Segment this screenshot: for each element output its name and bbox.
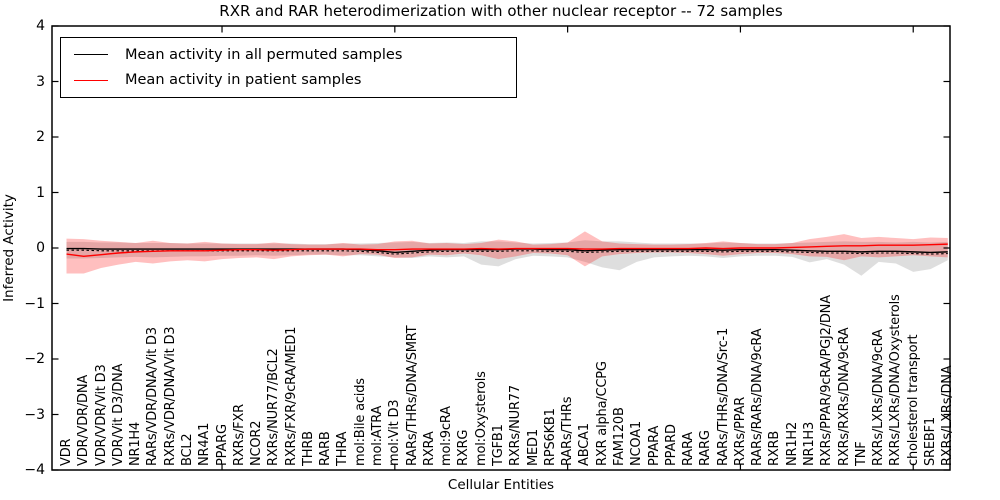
x-tick-label: RXRs/PPAR — [732, 396, 748, 466]
x-tick-label: RPS6KB1 — [542, 408, 558, 466]
line-Mean-activity-in-patient-samples — [66, 243, 948, 258]
x-tick-label: VDR — [59, 438, 74, 466]
x-tick-label: TNF — [853, 441, 869, 466]
x-tick-label: RARA — [681, 432, 697, 466]
x-tick-label: mol:9cRA — [439, 406, 455, 466]
x-tick-label: RXRB — [767, 430, 783, 466]
x-tick-label: MED1 — [525, 429, 541, 466]
x-tick-label: SREBF1 — [923, 417, 938, 466]
x-tick-label: VDR/VDR/Vit D3 — [93, 364, 109, 466]
lines-layer — [66, 243, 948, 258]
x-tick-label: PPARD — [663, 424, 679, 466]
x-tick-label: RXRA — [421, 431, 437, 466]
y-tick-label: −2 — [24, 351, 45, 367]
x-tick-label: RXRs/NUR77 — [508, 385, 524, 466]
x-tick-label: THRA — [335, 431, 351, 466]
y-tick-label: 4 — [36, 18, 45, 34]
legend-line-sample-black — [74, 54, 108, 56]
x-tick-label: NCOR2 — [249, 420, 265, 466]
x-tick-label: THRB — [300, 431, 316, 466]
x-tick-label: NR4A1 — [197, 422, 213, 466]
x-tick-label: mol:ATRA — [370, 405, 386, 466]
x-tick-label: RARG — [698, 430, 714, 466]
legend-line-sample-red — [74, 79, 108, 81]
x-tick-label: VDR/VDR/DNA — [76, 374, 92, 466]
x-tick-label: RXRG — [456, 429, 472, 466]
legend-item-permuted: Mean activity in all permuted samples — [61, 47, 516, 63]
bands-layer — [66, 231, 948, 276]
x-axis-title: Cellular Entities — [447, 477, 555, 493]
legend-label: Mean activity in all permuted samples — [125, 46, 403, 63]
x-tick-label: NR1H4 — [128, 421, 144, 466]
x-tick-label: mol:Oxysterols — [473, 371, 489, 466]
band-patient-samples-range — [66, 231, 948, 274]
x-tick-label: cholesterol transport — [905, 334, 921, 466]
x-tick-label: NR1H3 — [802, 421, 818, 466]
y-tick-label: 3 — [36, 73, 45, 90]
x-tick-label: PPARG — [214, 424, 230, 466]
x-tick-label: mol:Bile acids — [352, 378, 368, 466]
x-tick-label: RXR alpha/CCPG — [594, 361, 610, 466]
legend: Mean activity in all permuted samples Me… — [60, 37, 517, 98]
y-tick-label: −3 — [24, 406, 45, 423]
x-tick-label: TGFB1 — [491, 424, 506, 466]
x-tick-label: PPARA — [646, 425, 662, 466]
x-tick-label: RXRs/LXRs/DNA/Oxysterols — [888, 294, 904, 466]
x-tick-label: mol:Vit D3 — [387, 399, 403, 466]
x-tick-label: NR1H2 — [784, 421, 800, 466]
legend-label: Mean activity in patient samples — [125, 72, 362, 89]
y-tick-label: 0 — [36, 240, 45, 256]
x-tick-label: RXRs/LXRs/DNA — [940, 365, 956, 467]
x-tick-label: ABCA1 — [577, 423, 593, 466]
x-tick-label: RXRs/PPAR/9cRA/PGJ2/DNA — [819, 295, 835, 466]
x-tick-label: RARB — [318, 431, 334, 466]
x-tick-label: RXRs/FXR/9cRA/MED1 — [283, 326, 299, 466]
x-tick-label: RARs/RARs/DNA/9cRA — [750, 328, 766, 466]
x-tick-label: RXRs/RXRs/DNA/9cRA — [836, 327, 852, 466]
x-tick-label: RARs/THRs/DNA/Src-1 — [715, 327, 731, 466]
x-tick-label: FAM120B — [611, 407, 627, 466]
x-tick-label: RXRs/VDR/DNA/Vit D3 — [162, 326, 178, 466]
y-tick-label: −4 — [24, 462, 45, 478]
ticks-layer — [52, 25, 950, 471]
y-tick-label: 1 — [36, 184, 45, 201]
x-tick-label: NCOA1 — [629, 421, 645, 466]
x-tick-label: RXRs/NUR77/BCL2 — [266, 348, 282, 466]
x-tick-label: RXRs/LXRs/DNA/9cRA — [871, 329, 887, 466]
y-tick-label: −1 — [24, 295, 45, 312]
x-tick-label: RARs/THRs — [560, 396, 576, 466]
x-tick-label: RARs/THRs/DNA/SMRT — [404, 325, 420, 466]
y-tick-label: 2 — [36, 129, 45, 145]
x-tick-label: RARs/VDR/DNA/Vit D3 — [145, 327, 161, 466]
x-tick-label: BCL2 — [179, 433, 195, 466]
x-tick-label: VDR/Vit D3/DNA — [110, 363, 126, 466]
chart-title: RXR and RAR heterodimerization with othe… — [219, 2, 783, 20]
x-tick-label: RXRs/FXR — [231, 404, 247, 466]
legend-item-patient: Mean activity in patient samples — [61, 72, 516, 88]
